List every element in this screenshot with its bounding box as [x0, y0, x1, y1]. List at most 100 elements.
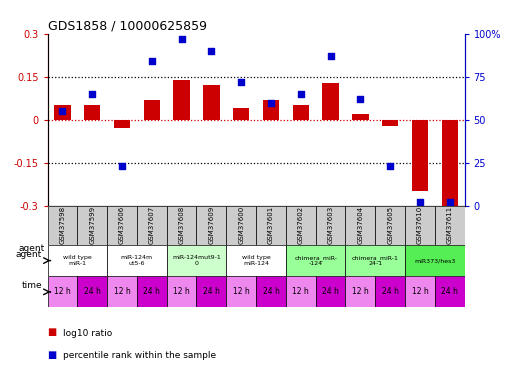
Point [386, 163, 394, 169]
Text: GSM37606: GSM37606 [119, 206, 125, 244]
Bar [286, 276, 316, 308]
Text: 12 h: 12 h [173, 287, 190, 296]
Text: wild type
miR-1: wild type miR-1 [63, 255, 92, 266]
Bar [167, 206, 196, 245]
Text: GSM37602: GSM37602 [298, 206, 304, 244]
Bar [405, 206, 435, 245]
Text: miR-124m
ut5-6: miR-124m ut5-6 [121, 255, 153, 266]
Bar [435, 276, 465, 308]
Text: GSM37605: GSM37605 [387, 206, 393, 244]
Text: miR-124mut9-1
0: miR-124mut9-1 0 [172, 255, 221, 266]
Text: 24 h: 24 h [203, 287, 220, 296]
Point [446, 200, 454, 206]
Text: 12 h: 12 h [233, 287, 250, 296]
Text: GSM37598: GSM37598 [60, 206, 65, 244]
Text: GSM37601: GSM37601 [268, 206, 274, 244]
Bar [173, 80, 190, 120]
Bar [137, 206, 167, 245]
Point [326, 53, 335, 59]
Text: log10 ratio: log10 ratio [63, 328, 112, 338]
Point [356, 96, 364, 102]
Bar [441, 120, 458, 206]
Bar [435, 206, 465, 245]
Text: 24 h: 24 h [144, 287, 160, 296]
Bar [345, 206, 375, 245]
Text: agent: agent [16, 250, 42, 259]
Bar [84, 105, 100, 120]
Text: 24 h: 24 h [382, 287, 399, 296]
Bar [196, 276, 227, 308]
Point [207, 48, 215, 54]
Bar [77, 276, 107, 308]
Bar [352, 114, 369, 120]
Bar [233, 108, 249, 120]
Text: GSM37610: GSM37610 [417, 206, 423, 244]
Text: 12 h: 12 h [411, 287, 428, 296]
Bar [114, 120, 130, 128]
Text: GSM37608: GSM37608 [178, 206, 185, 244]
Bar [203, 86, 220, 120]
Text: GSM37600: GSM37600 [238, 206, 244, 244]
Bar [345, 245, 405, 276]
Bar [323, 82, 339, 120]
Bar [48, 245, 107, 276]
Point [237, 79, 246, 85]
Text: time: time [22, 281, 42, 290]
Bar [286, 245, 345, 276]
Point [58, 108, 67, 114]
Text: 12 h: 12 h [293, 287, 309, 296]
Point [297, 91, 305, 97]
Bar [293, 105, 309, 120]
Text: GSM37607: GSM37607 [149, 206, 155, 244]
Point [88, 91, 97, 97]
Bar [137, 276, 167, 308]
Text: ■: ■ [48, 350, 57, 360]
Text: 12 h: 12 h [352, 287, 369, 296]
Bar [48, 276, 77, 308]
Text: GSM37611: GSM37611 [447, 206, 452, 244]
Text: 24 h: 24 h [262, 287, 279, 296]
Text: GSM37609: GSM37609 [209, 206, 214, 244]
Text: 24 h: 24 h [441, 287, 458, 296]
Text: agent: agent [18, 244, 45, 254]
Bar [144, 100, 160, 120]
Text: miR373/hes3: miR373/hes3 [414, 258, 456, 263]
Bar [227, 276, 256, 308]
Bar [227, 206, 256, 245]
Text: GSM37604: GSM37604 [357, 206, 363, 244]
Point [148, 58, 156, 64]
Bar [256, 276, 286, 308]
Bar [107, 245, 167, 276]
Text: 24 h: 24 h [322, 287, 339, 296]
Bar [54, 105, 71, 120]
Bar [107, 276, 137, 308]
Text: ■: ■ [48, 327, 57, 338]
Bar [48, 206, 77, 245]
Bar [345, 276, 375, 308]
Bar [227, 245, 286, 276]
Bar [77, 206, 107, 245]
Text: chimera_miR-1
24-1: chimera_miR-1 24-1 [352, 255, 399, 266]
Bar [167, 276, 196, 308]
Text: percentile rank within the sample: percentile rank within the sample [63, 351, 216, 360]
Bar [375, 276, 405, 308]
Point [267, 100, 275, 106]
Text: wild type
miR-124: wild type miR-124 [242, 255, 270, 266]
Bar [196, 206, 227, 245]
Bar [316, 276, 345, 308]
Point [118, 163, 126, 169]
Bar [107, 206, 137, 245]
Bar [405, 276, 435, 308]
Bar [263, 100, 279, 120]
Bar [316, 206, 345, 245]
Point [416, 200, 424, 206]
Bar [286, 206, 316, 245]
Text: chimera_miR-
-124: chimera_miR- -124 [294, 255, 337, 266]
Bar [375, 206, 405, 245]
Bar [256, 206, 286, 245]
Text: 12 h: 12 h [54, 287, 71, 296]
Bar [167, 245, 227, 276]
Text: GDS1858 / 10000625859: GDS1858 / 10000625859 [48, 20, 206, 33]
Text: GSM37599: GSM37599 [89, 206, 95, 244]
Text: 24 h: 24 h [84, 287, 101, 296]
